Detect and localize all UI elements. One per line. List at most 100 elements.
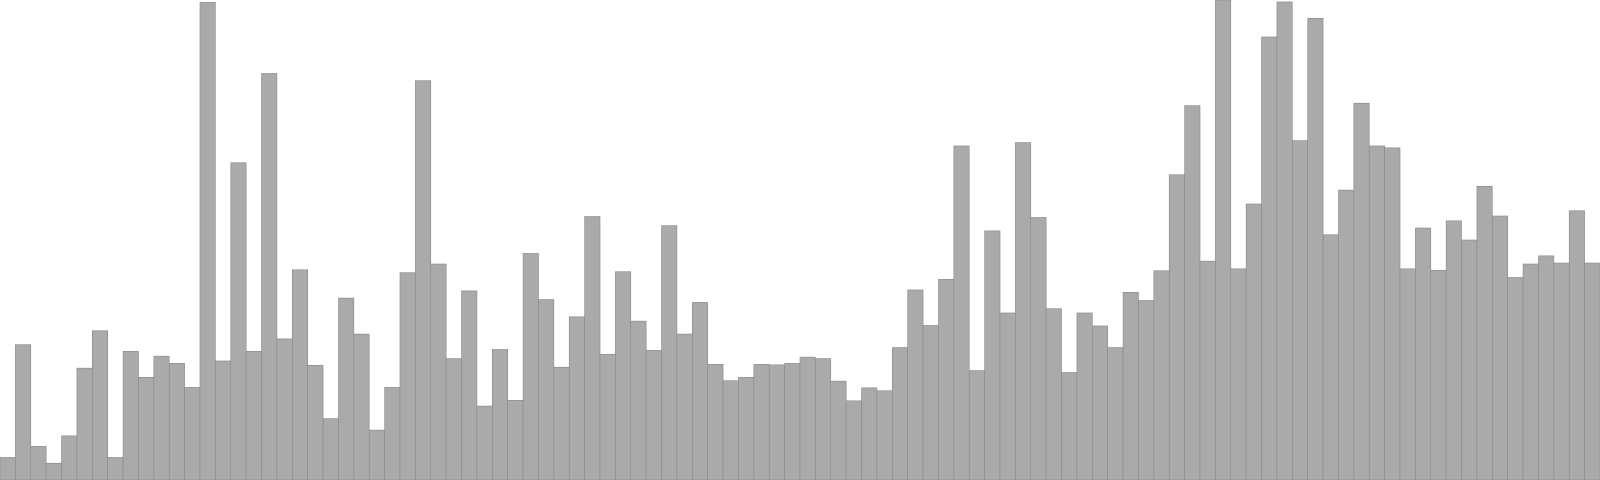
bar — [861, 387, 878, 480]
bar — [322, 418, 339, 480]
bar — [753, 364, 770, 480]
bar — [230, 162, 247, 480]
bar — [445, 358, 462, 480]
bar — [107, 457, 124, 480]
bar — [199, 2, 216, 480]
bar — [368, 429, 385, 480]
bar — [1522, 263, 1539, 480]
bar — [1307, 17, 1324, 480]
bar — [338, 297, 355, 480]
bar — [353, 333, 370, 480]
bar — [15, 344, 32, 480]
bar — [1245, 203, 1262, 480]
bar — [1461, 239, 1478, 480]
bar — [1292, 140, 1308, 480]
bar — [553, 366, 570, 480]
bar — [1445, 220, 1462, 480]
bar — [1338, 189, 1355, 480]
bar — [845, 400, 862, 480]
bar — [999, 312, 1016, 480]
bar — [738, 376, 755, 480]
bar — [138, 376, 155, 480]
bar — [1538, 255, 1555, 480]
bar — [168, 363, 185, 480]
bar — [1384, 147, 1401, 480]
bar — [1168, 174, 1185, 480]
bar — [1368, 145, 1385, 480]
bar — [784, 363, 801, 480]
bar — [415, 80, 432, 480]
bar — [953, 145, 970, 480]
bar — [707, 364, 724, 480]
bar — [492, 349, 508, 480]
bar — [92, 330, 108, 480]
bar — [1476, 185, 1493, 480]
bar — [907, 289, 924, 480]
bar — [522, 253, 539, 480]
bar — [1261, 36, 1278, 480]
bar — [568, 316, 585, 480]
bar — [661, 225, 678, 480]
bar — [1030, 217, 1047, 480]
bar — [1199, 260, 1216, 480]
bar — [1138, 300, 1155, 480]
bar — [122, 351, 139, 480]
bar — [245, 351, 262, 480]
bar — [876, 390, 893, 480]
bar — [307, 364, 324, 480]
bar — [476, 405, 493, 480]
bar — [584, 216, 601, 480]
bar — [1215, 0, 1232, 480]
bar — [184, 387, 201, 480]
bar — [815, 358, 832, 480]
bar — [599, 353, 616, 480]
bar — [61, 435, 78, 480]
bar — [1568, 210, 1585, 480]
bar — [1584, 262, 1600, 480]
bar — [938, 279, 955, 480]
bar — [1092, 325, 1108, 480]
bar — [615, 271, 632, 480]
bar — [892, 347, 908, 480]
bar — [1415, 227, 1432, 480]
bar — [768, 364, 785, 480]
bar — [461, 290, 478, 480]
bar — [1276, 1, 1293, 480]
bar — [30, 446, 47, 480]
bar — [507, 400, 524, 480]
bar — [984, 230, 1001, 480]
bar — [692, 302, 708, 480]
bar — [292, 269, 308, 480]
bar — [153, 355, 170, 480]
bar — [430, 263, 447, 480]
bar — [1107, 347, 1124, 480]
bar — [1553, 262, 1570, 480]
bar — [645, 350, 662, 480]
bar — [538, 299, 555, 480]
bar — [1507, 277, 1524, 480]
bar — [215, 360, 232, 480]
bar — [0, 457, 16, 480]
bar — [830, 380, 847, 480]
bar — [968, 370, 985, 480]
bar — [922, 325, 939, 480]
bar — [1230, 268, 1247, 480]
bar — [1061, 372, 1078, 480]
bar — [1045, 308, 1062, 480]
bar — [1184, 105, 1201, 480]
bar — [399, 272, 416, 480]
bar — [722, 380, 739, 480]
bar — [1353, 102, 1370, 480]
bar — [1122, 292, 1139, 480]
bar — [1322, 234, 1339, 480]
bar — [630, 320, 647, 480]
bar — [261, 73, 278, 480]
bar — [1153, 270, 1170, 480]
bar — [1015, 142, 1032, 480]
bar — [384, 387, 401, 480]
bar — [276, 338, 293, 480]
bar — [1492, 215, 1508, 480]
bar — [676, 333, 693, 480]
